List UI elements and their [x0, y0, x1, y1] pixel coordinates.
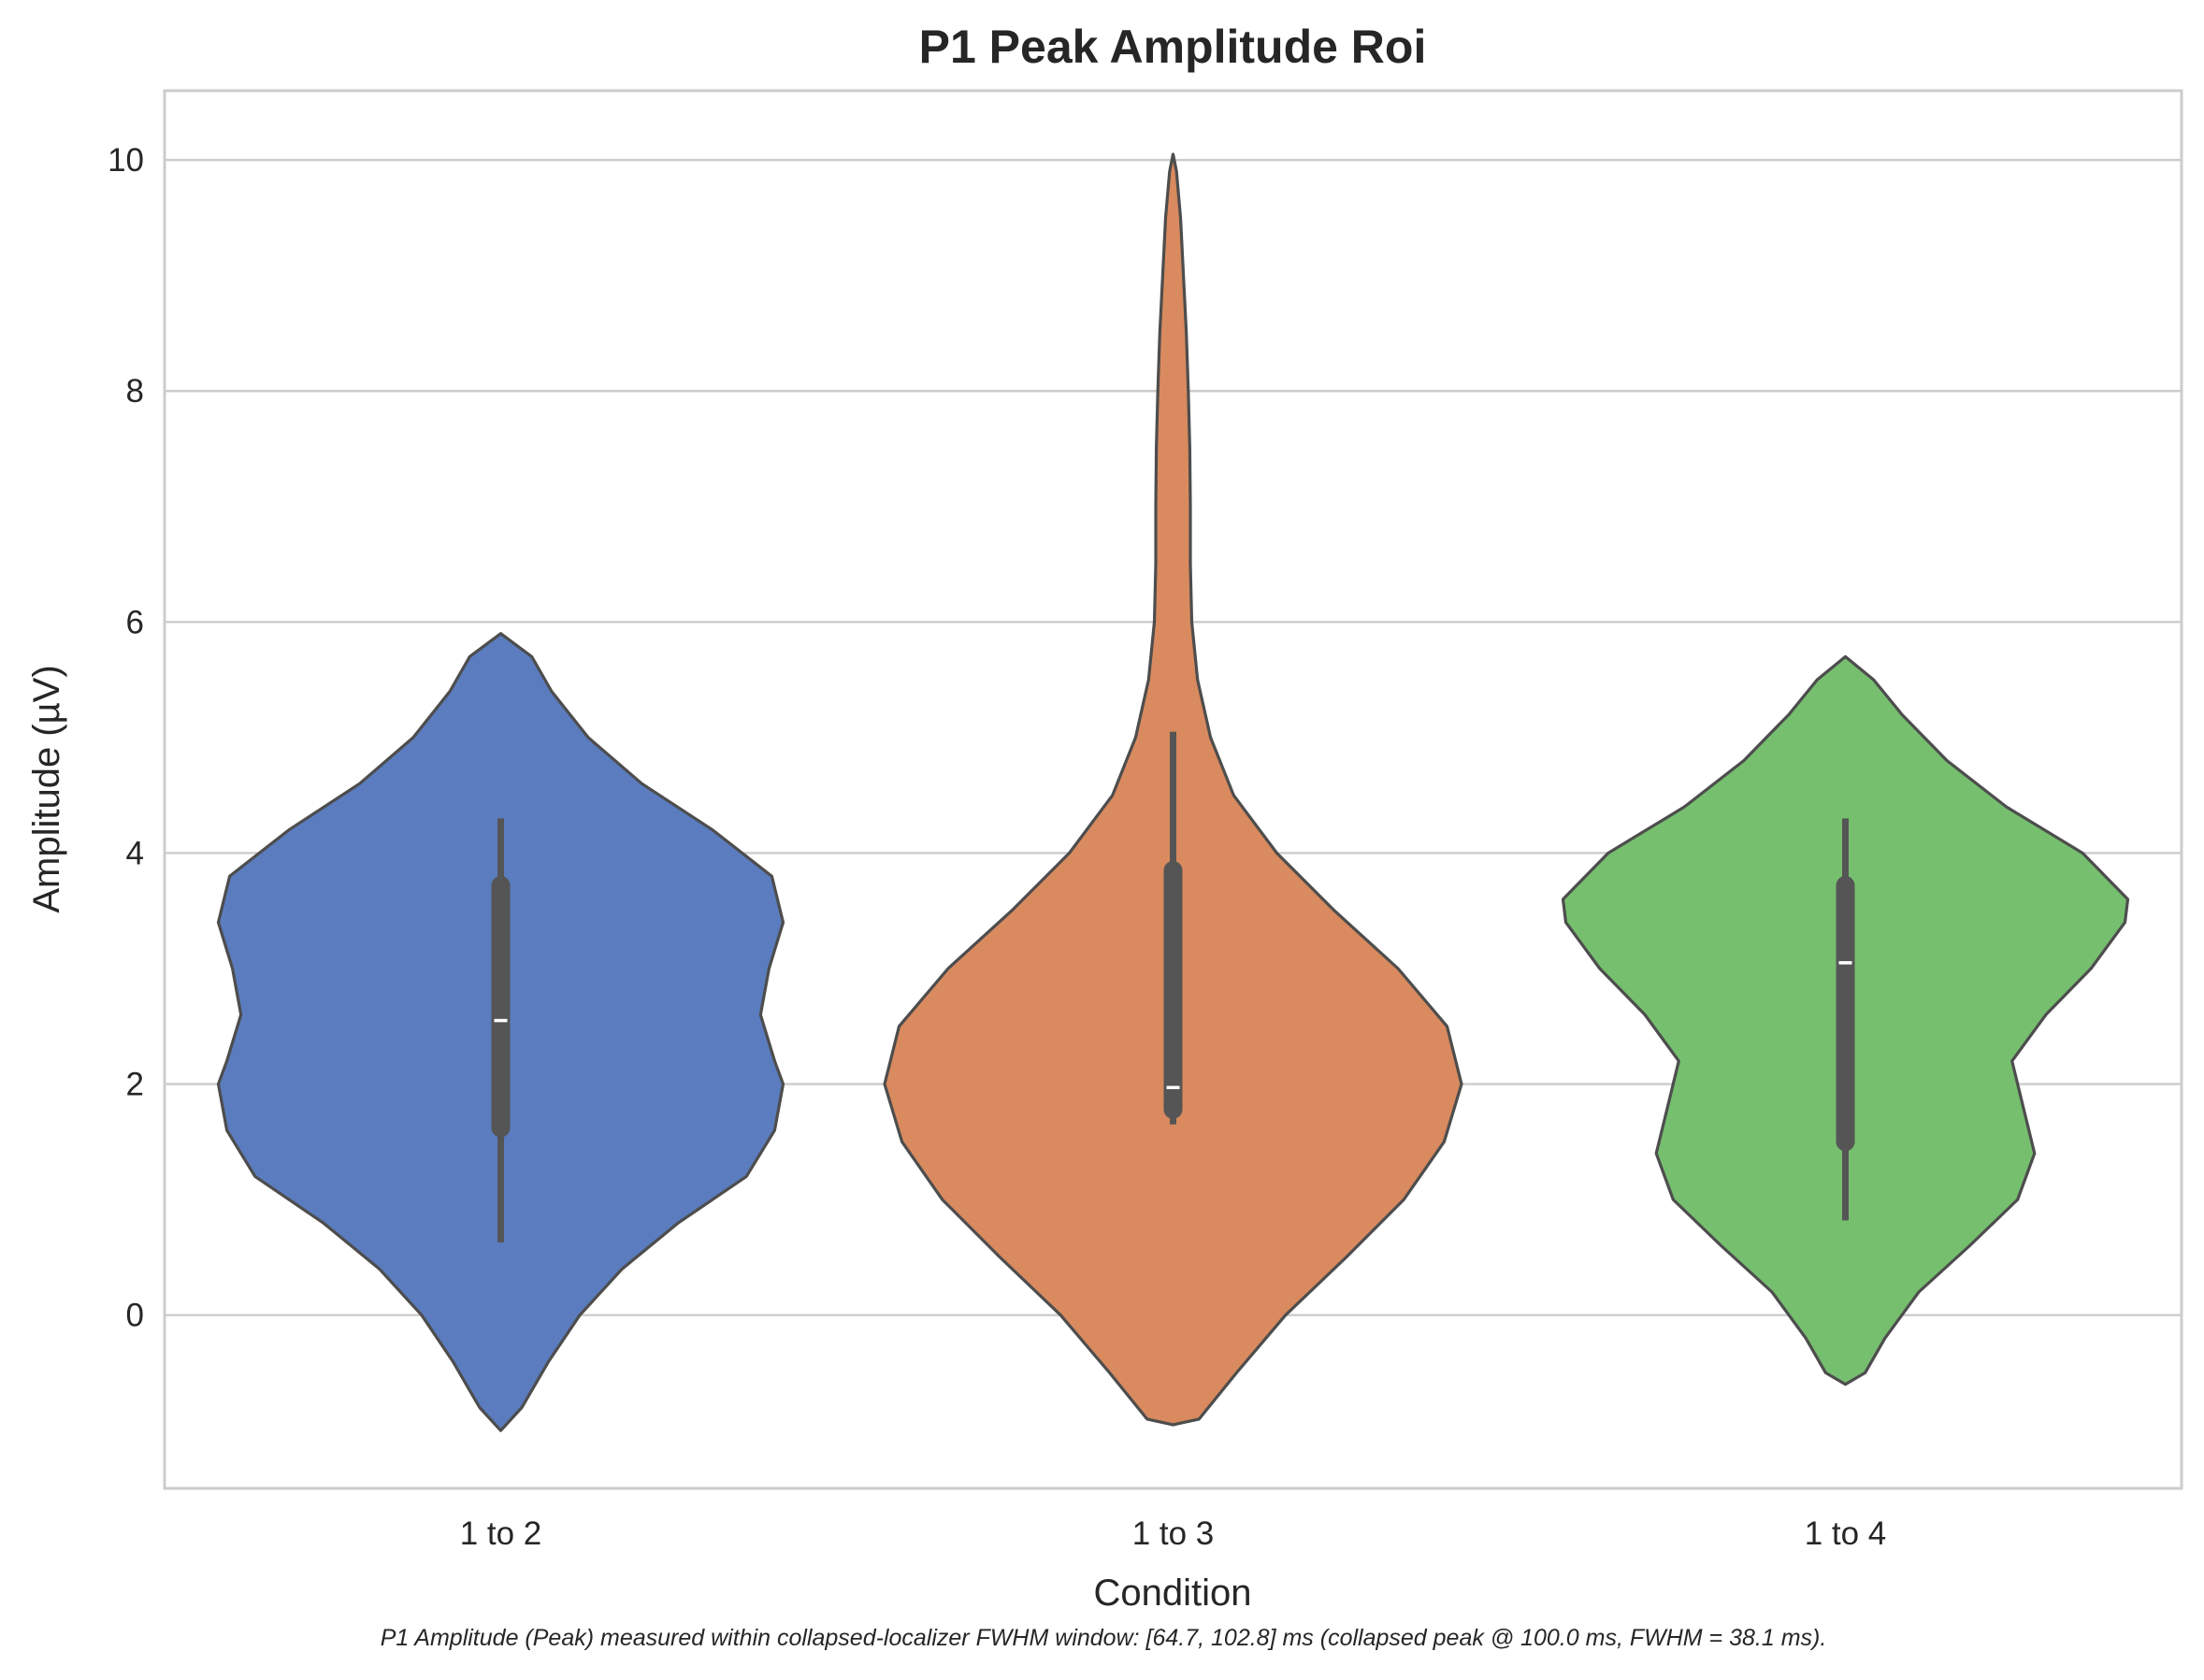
x-tick-label: 1 to 4: [1805, 1515, 1887, 1552]
y-tick-label: 8: [126, 373, 144, 409]
plot-frame: [163, 89, 2183, 1490]
y-tick-label: 6: [126, 604, 144, 640]
x-tick-label: 1 to 2: [460, 1515, 542, 1552]
y-tick-label: 2: [126, 1067, 144, 1103]
footnote: P1 Amplitude (Peak) measured within coll…: [381, 1625, 1827, 1651]
y-tick-labels: 0 2 4 6 8 10: [108, 142, 144, 1334]
y-tick-label: 0: [126, 1298, 144, 1334]
x-axis-label: Condition: [1093, 1572, 1251, 1614]
y-tick-label: 4: [126, 835, 144, 871]
violin-layer: [216, 152, 2130, 1432]
x-tick-label: 1 to 3: [1132, 1515, 1215, 1552]
y-tick-label: 10: [108, 142, 144, 179]
y-axis-label: Amplitude (µV): [26, 665, 67, 912]
x-tick-labels: 1 to 2 1 to 3 1 to 4: [460, 1515, 1887, 1552]
chart-title: P1 Peak Amplitude Roi: [919, 21, 1427, 73]
